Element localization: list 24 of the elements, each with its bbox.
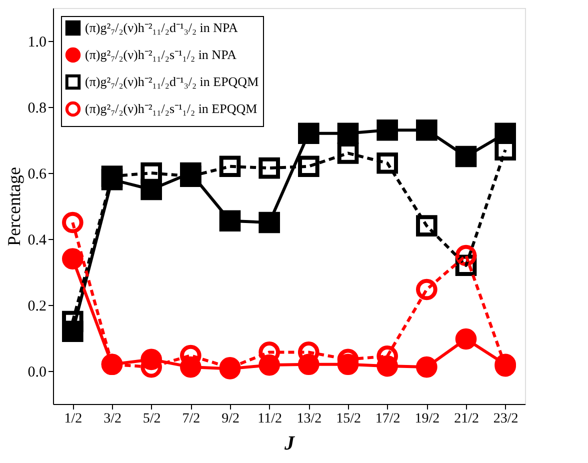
y-tick-label: 0.6 <box>28 166 47 182</box>
legend-label: (π)g²₇/₂(ν)h⁻²₁₁/₂d⁻¹₃/₂ in NPA <box>85 20 239 35</box>
x-tick-label: 3/2 <box>104 412 122 426</box>
y-tick-label: 1.0 <box>28 34 46 50</box>
x-tick-label: 13/2 <box>296 412 322 426</box>
y-tick-label: 0.2 <box>28 298 46 314</box>
x-tick-label: 9/2 <box>222 412 240 426</box>
y-tick-label: 0.4 <box>28 232 47 248</box>
legend-label: (π)g²₇/₂(ν)h⁻²₁₁/₂d⁻¹₃/₂ in EPQQM <box>85 74 260 89</box>
x-tick-label: 19/2 <box>414 412 440 426</box>
x-tick-label: 17/2 <box>375 412 400 426</box>
y-tick-label: 0.8 <box>28 100 46 116</box>
x-tick-label: 11/2 <box>258 412 282 426</box>
legend-label: (π)g²₇/₂(ν)h⁻²₁₁/₂s⁻¹₁/₂ in NPA <box>85 47 238 62</box>
x-tick-label: 21/2 <box>454 412 479 426</box>
x-tick-label: 23/2 <box>493 412 518 426</box>
x-tick-label: 1/2 <box>64 412 82 426</box>
x-tick-label: 7/2 <box>182 412 200 426</box>
x-axis-title: J <box>284 432 296 454</box>
legend-label: (π)g²₇/₂(ν)h⁻²₁₁/₂s⁻¹₁/₂ in EPQQM <box>85 101 258 116</box>
y-axis-title: Percentage <box>4 167 24 246</box>
x-tick-label: 15/2 <box>336 412 361 426</box>
x-tick-label: 5/2 <box>142 412 161 426</box>
y-tick-label: 0.0 <box>28 364 46 380</box>
